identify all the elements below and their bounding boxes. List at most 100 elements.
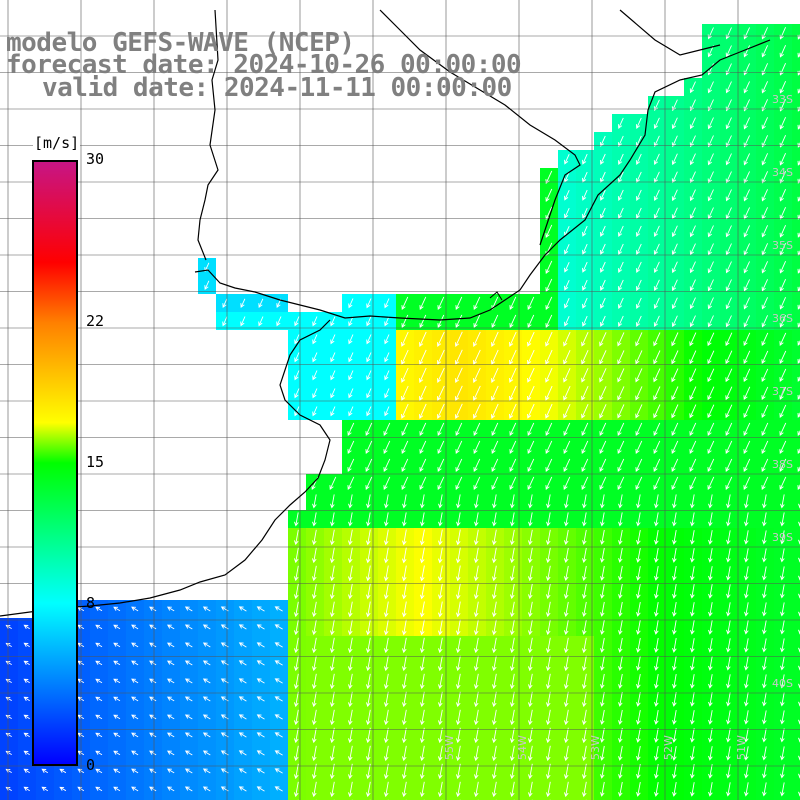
- wind-arrow: [329, 745, 335, 762]
- wind-arrow: [761, 153, 769, 166]
- wind-cell: [792, 114, 800, 132]
- wind-arrow: [761, 63, 769, 76]
- wind-arrow: [401, 673, 407, 690]
- wind-arrow: [527, 422, 535, 436]
- wind-arrow: [419, 476, 427, 490]
- wind-arrow: [653, 404, 661, 419]
- wind-arrow: [401, 727, 407, 744]
- wind-cell: [450, 798, 468, 800]
- lat-lon-labels: 55W 54W 53W 52W 51W 33S 34S 35S 36S 37S 38S 39S 40S: [443, 93, 793, 760]
- wind-arrow: [618, 691, 623, 707]
- wind-arrow: [689, 243, 696, 256]
- wind-arrow: [564, 512, 569, 527]
- wind-arrow: [599, 422, 607, 436]
- wind-arrow: [131, 642, 139, 648]
- wind-arrow: [581, 655, 587, 672]
- wind-arrow: [600, 691, 605, 707]
- wind-cell: [36, 798, 54, 800]
- wind-arrow: [383, 440, 391, 454]
- wind-arrow: [365, 458, 373, 472]
- wind-arrow: [744, 746, 749, 761]
- wind-arrow: [780, 746, 785, 761]
- wind-arrow: [600, 655, 605, 671]
- wind-arrow: [167, 624, 175, 630]
- wind-arrow: [780, 710, 785, 725]
- wind-arrow: [347, 781, 353, 798]
- wind-arrow: [401, 547, 407, 564]
- wind-arrow: [689, 315, 696, 328]
- wind-arrow: [779, 279, 787, 292]
- wind-arrow: [726, 512, 731, 527]
- wind-arrow: [222, 316, 228, 327]
- wind-cell: [792, 276, 800, 294]
- wind-arrow: [473, 583, 479, 600]
- wind-arrow: [401, 781, 407, 798]
- wind-arrow: [510, 494, 515, 509]
- wind-arrow: [509, 367, 517, 383]
- wind-arrow: [617, 440, 625, 454]
- wind-arrow: [707, 458, 715, 472]
- colorbar-tick-0: 0: [86, 756, 96, 774]
- wind-arrow: [797, 196, 800, 202]
- wind-arrow: [329, 727, 335, 744]
- wind-arrow: [708, 566, 713, 581]
- wind-arrow: [671, 279, 678, 292]
- wind-arrow: [509, 403, 517, 419]
- wind-arrow: [744, 566, 749, 581]
- wind-arrow: [184, 606, 193, 612]
- wind-cell: [198, 798, 216, 800]
- wind-arrow: [311, 547, 317, 564]
- wind-arrow: [131, 786, 139, 792]
- wind-arrow: [545, 314, 553, 328]
- wind-arrow: [743, 404, 751, 419]
- wind-arrow: [654, 746, 659, 761]
- wind-arrow: [672, 566, 677, 581]
- wind-arrow: [5, 660, 12, 666]
- wind-arrow: [167, 786, 175, 792]
- wind-arrow: [797, 142, 800, 148]
- wind-arrow: [454, 385, 463, 402]
- wind-arrow: [564, 494, 569, 509]
- wind-arrow: [527, 637, 533, 654]
- wind-arrow: [653, 458, 661, 472]
- wind-arrow: [743, 386, 751, 401]
- wind-arrow: [545, 637, 551, 654]
- wind-arrow: [95, 642, 103, 648]
- wind-arrow: [41, 768, 49, 774]
- wind-arrow: [419, 349, 427, 365]
- wind-arrow: [274, 732, 283, 738]
- wind-arrow: [654, 584, 659, 599]
- wind-arrow: [708, 548, 713, 563]
- wind-arrow: [455, 601, 461, 618]
- wind-arrow: [491, 781, 497, 798]
- wind-arrow: [419, 296, 427, 310]
- wind-arrow: [725, 404, 733, 419]
- wind-arrow: [419, 314, 427, 328]
- wind-arrow: [797, 412, 800, 418]
- wind-arrow: [761, 458, 769, 472]
- wind-arrow: [780, 566, 785, 581]
- wind-arrow: [744, 782, 749, 797]
- wind-arrow: [419, 745, 425, 762]
- wind-arrow: [635, 422, 643, 436]
- wind-arrow: [329, 619, 335, 636]
- wind-arrow: [149, 606, 157, 612]
- wind-arrow: [527, 314, 535, 328]
- wind-arrow: [707, 279, 714, 292]
- wind-arrow: [654, 494, 659, 509]
- wind-arrow: [419, 673, 425, 690]
- wind-arrow: [582, 565, 587, 582]
- wind-arrow: [95, 732, 103, 738]
- wind-cell: [792, 186, 800, 204]
- wind-arrow: [725, 476, 733, 490]
- wind-arrow: [365, 440, 373, 454]
- wind-arrow: [689, 261, 696, 274]
- wind-arrow: [618, 709, 623, 725]
- wind-arrow: [419, 583, 425, 600]
- wind-arrow: [563, 422, 571, 436]
- wind-arrow: [95, 714, 103, 720]
- wind-arrow: [762, 620, 767, 635]
- wind-arrow: [797, 358, 800, 364]
- wind-arrow: [563, 655, 569, 672]
